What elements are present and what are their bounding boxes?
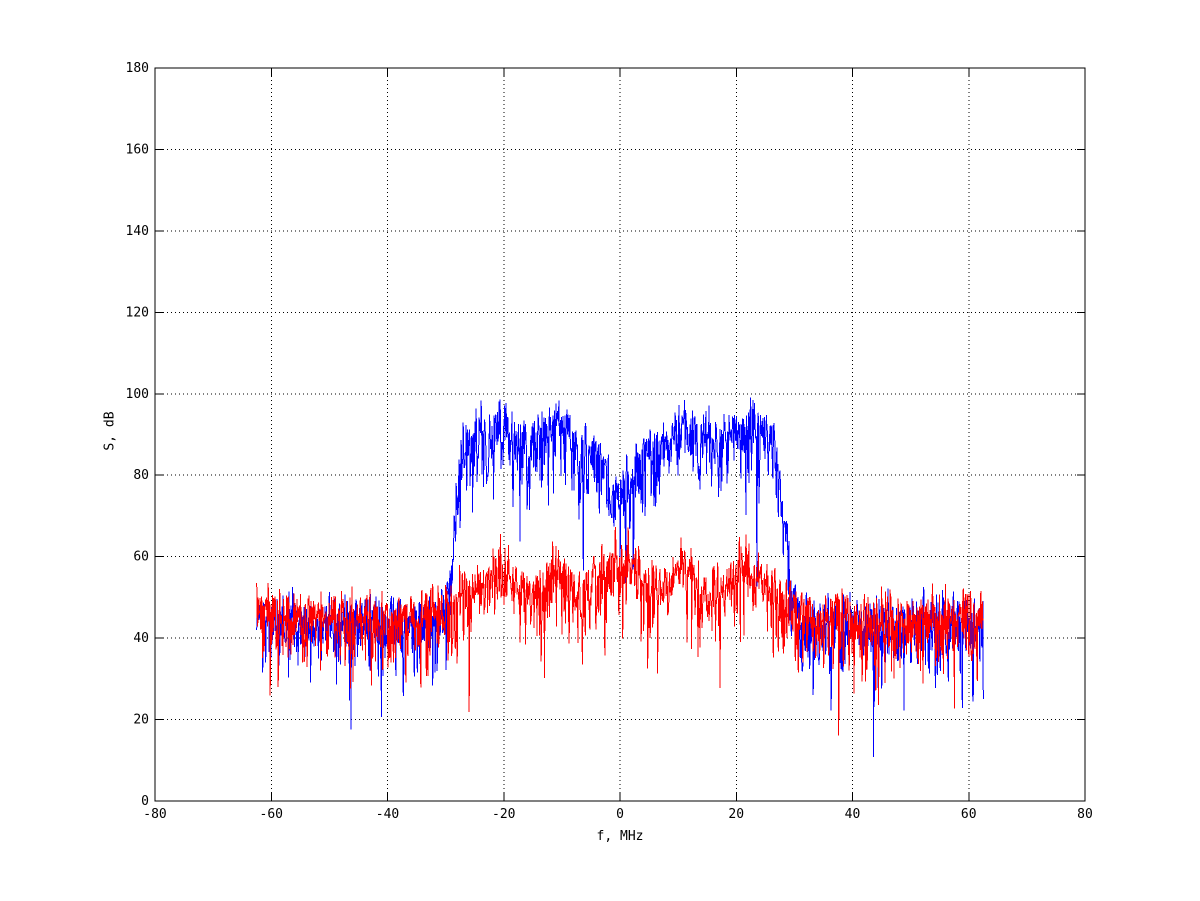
y-tick-label: 60	[133, 550, 149, 565]
x-tick-label: -80	[143, 807, 166, 822]
x-tick-label: -60	[260, 807, 283, 822]
y-tick-label: 140	[126, 224, 149, 239]
x-tick-label: 40	[845, 807, 861, 822]
x-tick-label: 20	[728, 807, 744, 822]
x-tick-label: -40	[376, 807, 399, 822]
y-tick-label: 20	[133, 713, 149, 728]
x-axis-label: f, MHz	[596, 829, 644, 844]
y-tick-label: 0	[141, 794, 149, 809]
y-tick-label: 180	[126, 61, 149, 76]
y-tick-label: 100	[126, 387, 149, 402]
x-tick-label: 0	[616, 807, 624, 822]
x-tick-label: -20	[492, 807, 515, 822]
plot-border	[154, 67, 1086, 802]
y-tick-label: 120	[126, 305, 149, 320]
x-tick-label: 60	[961, 807, 977, 822]
x-tick-label: 80	[1077, 807, 1093, 822]
y-tick-label: 40	[133, 631, 149, 646]
red-trace	[256, 526, 984, 736]
y-tick-label: 160	[126, 142, 149, 157]
y-tick-label: 80	[133, 468, 149, 483]
y-axis-label: S, dB	[102, 411, 118, 451]
